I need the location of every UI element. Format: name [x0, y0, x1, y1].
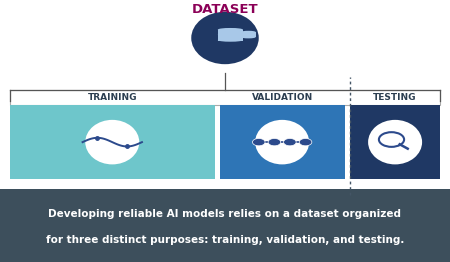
Text: VALIDATION: VALIDATION — [252, 93, 313, 102]
Ellipse shape — [86, 120, 140, 165]
Bar — [10, 105, 215, 179]
Ellipse shape — [241, 36, 256, 39]
Bar — [218, 35, 243, 41]
Ellipse shape — [218, 33, 243, 36]
Bar — [218, 30, 243, 35]
Ellipse shape — [255, 120, 309, 165]
Bar — [10, 90, 440, 105]
Bar — [0, 189, 450, 262]
Circle shape — [268, 138, 281, 146]
Ellipse shape — [218, 28, 243, 31]
Text: Developing reliable AI models relies on a dataset organized: Developing reliable AI models relies on … — [49, 209, 401, 219]
Bar — [350, 105, 440, 179]
Bar — [220, 105, 345, 179]
Ellipse shape — [191, 12, 259, 64]
Text: TESTING: TESTING — [374, 93, 417, 102]
Text: TRAINING: TRAINING — [87, 93, 137, 102]
Ellipse shape — [218, 39, 243, 42]
Circle shape — [252, 138, 265, 146]
Circle shape — [299, 138, 312, 146]
Bar — [241, 32, 256, 37]
Text: DATASET: DATASET — [192, 3, 258, 16]
Ellipse shape — [241, 31, 256, 33]
Text: for three distinct purposes: training, validation, and testing.: for three distinct purposes: training, v… — [46, 235, 404, 245]
Ellipse shape — [368, 120, 422, 165]
Circle shape — [284, 138, 296, 146]
